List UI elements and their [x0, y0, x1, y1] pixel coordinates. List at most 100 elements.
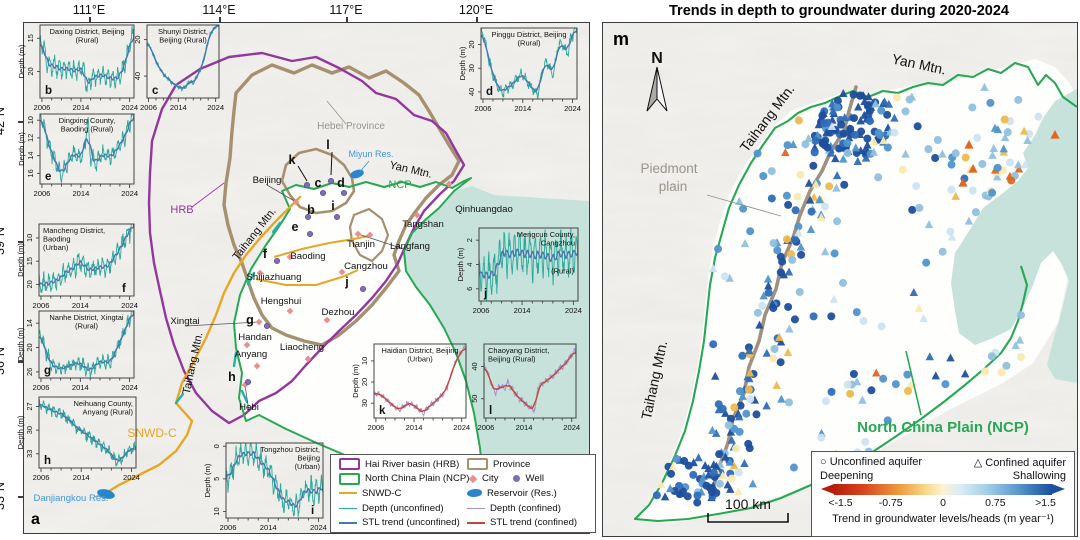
x-tick-label: 2024 — [207, 103, 224, 112]
city-marker — [366, 231, 374, 239]
data-point-circle — [997, 368, 1006, 377]
data-point-circle — [807, 207, 816, 216]
data-point-circle — [912, 182, 921, 191]
data-point-triangle — [694, 453, 703, 462]
data-point-triangle — [871, 99, 880, 108]
legend-left: Hai River basin (HRB) North China Plain (… — [330, 454, 596, 533]
data-point-triangle — [828, 106, 838, 115]
data-point-triangle — [772, 380, 781, 389]
inset-letter: e — [45, 171, 51, 183]
reservoir-danjiangkou — [97, 489, 115, 499]
data-point-triangle — [914, 303, 924, 312]
data-point-circle — [951, 149, 960, 158]
legend-label: City — [482, 473, 499, 485]
inset-frame — [483, 343, 577, 419]
data-point-circle — [820, 202, 829, 211]
data-point-triangle — [1014, 164, 1024, 173]
canal-segment — [271, 221, 282, 234]
legend-left-col1: Hai River basin (HRB) North China Plain (… — [339, 457, 470, 530]
data-point-circle — [789, 463, 798, 472]
inset-letter: l — [489, 405, 492, 417]
data-point-circle — [849, 90, 858, 99]
legend-swatch — [467, 489, 482, 498]
well-marker — [244, 378, 252, 386]
data-point-circle — [857, 127, 866, 136]
city-label: Handan — [238, 332, 272, 343]
y-tick-label: 40 — [470, 362, 479, 370]
data-point-circle — [735, 387, 744, 396]
data-point-circle — [652, 491, 661, 500]
data-point-triangle — [1019, 126, 1029, 135]
data-point-triangle — [827, 121, 837, 130]
data-point-circle — [746, 395, 755, 404]
data-point-circle — [817, 433, 826, 442]
city-label: Anyang — [235, 349, 268, 360]
data-point-circle — [973, 133, 982, 142]
x-tick-label: 2014 — [514, 104, 531, 113]
y-tick-label: 10 — [360, 357, 369, 365]
data-point-triangle — [992, 172, 1002, 181]
city-marker — [338, 268, 346, 276]
tianjin-boundary — [348, 207, 390, 263]
data-point-triangle — [735, 196, 744, 205]
inset-title: Baoding — [43, 235, 71, 244]
inset-letter: j — [483, 288, 487, 300]
stl-trend-line — [40, 36, 134, 85]
map-label: NCP — [388, 179, 411, 191]
data-point-circle — [867, 386, 876, 395]
data-point-circle — [863, 101, 872, 110]
data-point-circle — [801, 140, 810, 149]
data-point-triangle — [734, 487, 743, 496]
y-tick-label: 10 — [25, 234, 34, 242]
data-point-circle — [715, 450, 724, 459]
legend-confined-label: Confined aquifer — [985, 457, 1066, 469]
y-tick-label: 10 — [26, 116, 35, 124]
y-tick-label: 14 — [25, 319, 34, 327]
inset-frame — [373, 343, 467, 419]
city-label: Hengshui — [261, 296, 302, 307]
data-point-triangle — [1050, 130, 1060, 139]
panel-label-a: a — [31, 511, 40, 528]
snwd-branch — [255, 269, 359, 286]
north-arrow-right — [656, 66, 668, 112]
legend-swatch — [339, 492, 357, 495]
data-point-circle — [883, 110, 892, 119]
data-point-triangle — [804, 178, 814, 187]
lon-tick-label: 114°E — [202, 3, 236, 17]
map-label: plain — [659, 179, 688, 194]
legend-item: Depth (confined) — [467, 501, 577, 516]
data-point-circle — [993, 163, 1002, 172]
lon-tickmark — [219, 17, 221, 23]
inset-title: (Urban) — [43, 243, 69, 252]
data-point-triangle — [947, 232, 957, 241]
data-point-circle — [709, 340, 718, 349]
data-point-triangle — [946, 353, 955, 362]
data-point-triangle — [879, 136, 888, 145]
data-point-circle — [852, 308, 861, 317]
data-point-circle — [931, 153, 940, 162]
data-point-circle — [986, 98, 995, 107]
data-point-triangle — [931, 371, 940, 380]
data-point-circle — [1034, 112, 1043, 121]
map-label: HRB — [170, 204, 193, 216]
stl-trend-line — [39, 225, 134, 287]
legend-swatch — [339, 472, 360, 485]
y-axis-title: Depth (m) — [16, 415, 25, 449]
data-point-circle — [1002, 361, 1011, 370]
y-tick-label: 27 — [25, 402, 34, 410]
data-point-triangle — [831, 154, 840, 163]
data-point-triangle — [783, 348, 793, 357]
x-tick-label: 2014 — [72, 103, 89, 112]
data-point-circle — [987, 352, 996, 361]
data-point-circle — [744, 385, 753, 394]
data-point-triangle — [689, 458, 698, 467]
data-point-triangle — [906, 380, 915, 389]
legend-swatch — [467, 507, 485, 509]
map-letter-c: c — [315, 176, 322, 190]
well-marker — [263, 322, 271, 330]
data-point-circle — [735, 427, 744, 436]
inset-title: Dingxing County, — [59, 116, 116, 125]
city-marker — [286, 307, 294, 315]
